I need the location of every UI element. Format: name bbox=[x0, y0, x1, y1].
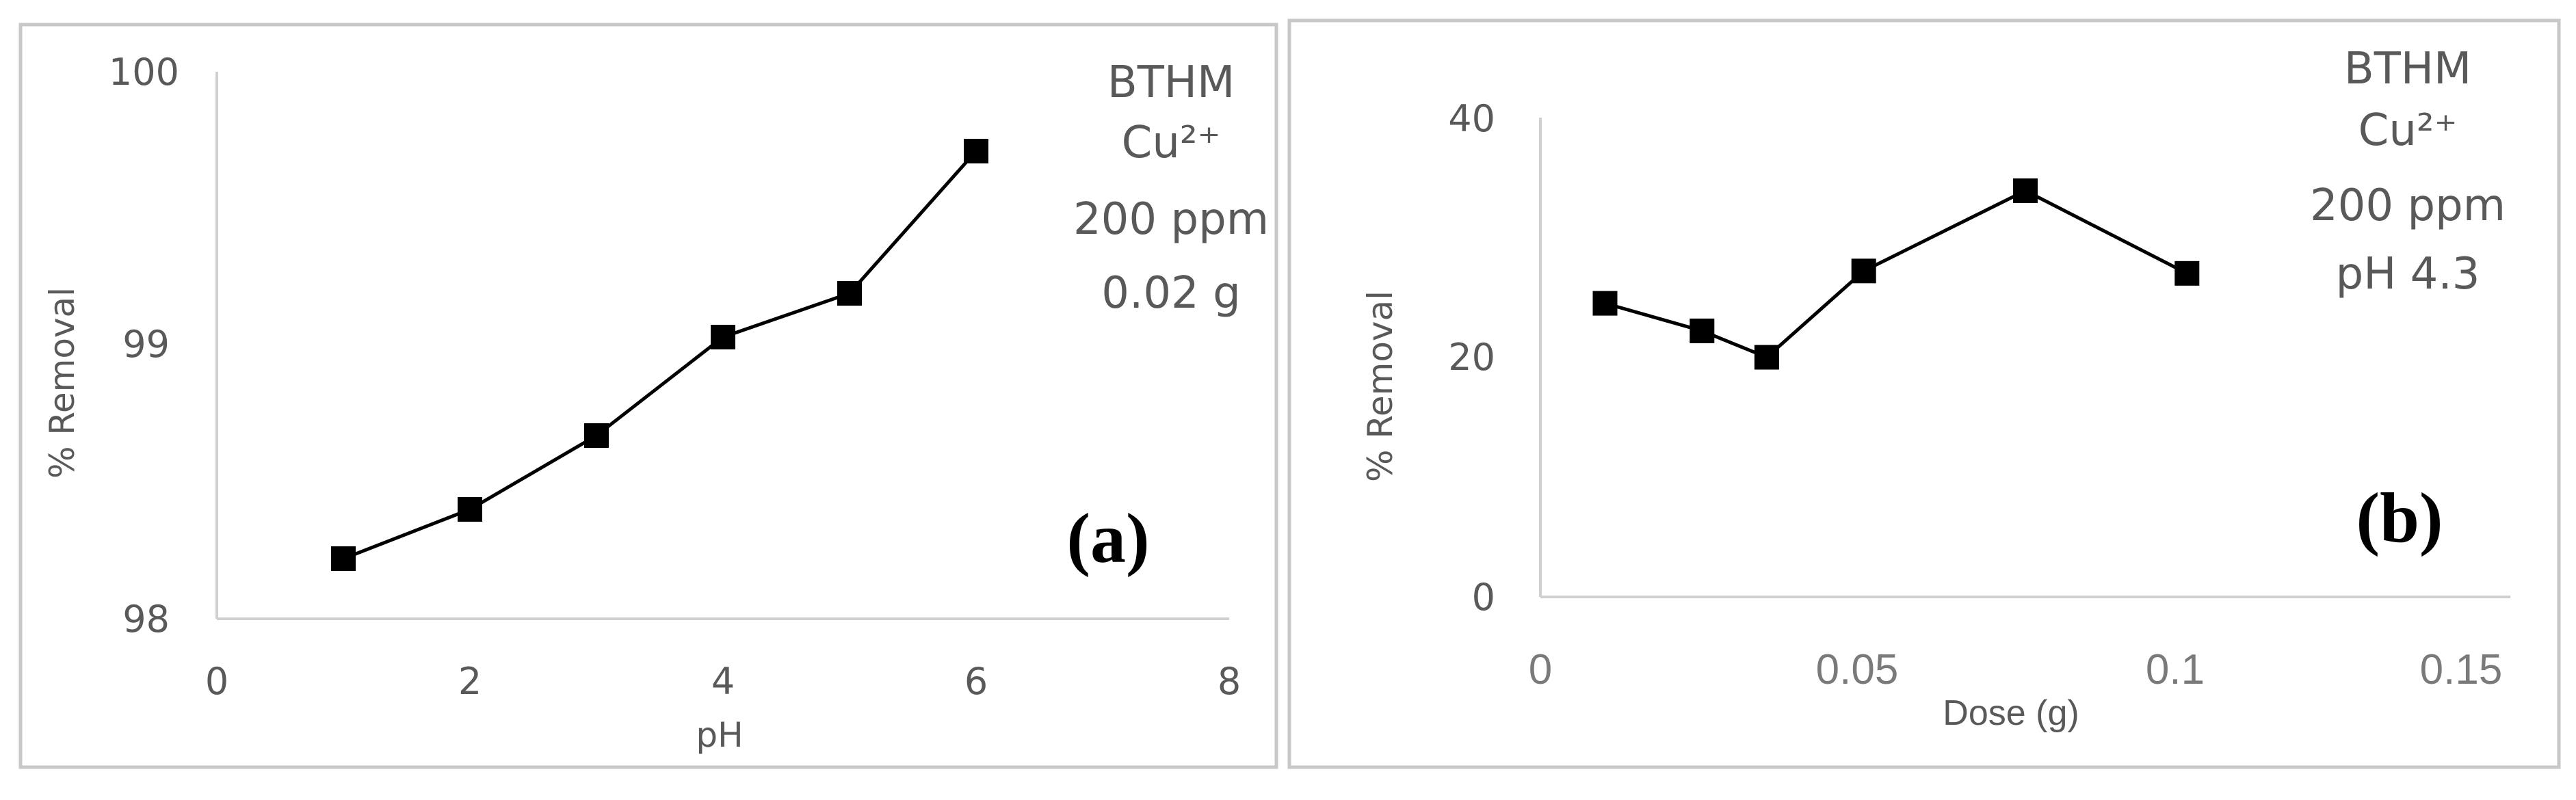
panel-b-data-point bbox=[1754, 345, 1779, 370]
panel-b-x-axis-title: Dose (g) bbox=[1943, 693, 2079, 733]
panel-b-data-point bbox=[1851, 258, 1876, 284]
panel-a-y-tick: 98 bbox=[122, 598, 170, 641]
panel-a-data-point bbox=[331, 546, 356, 571]
panel-a-label: (a) bbox=[1066, 499, 1149, 578]
panel-a-x-tick: 2 bbox=[458, 660, 482, 703]
panel-b-x-tick: 0.05 bbox=[1816, 646, 1899, 693]
chart-panel-a: 98 99 100 0 2 4 6 8 pH % Removal BTHM Cu… bbox=[42, 51, 1269, 755]
panel-a-data-point bbox=[584, 423, 609, 448]
panel-a-series-line bbox=[343, 150, 977, 561]
panel-a-y-tick: 100 bbox=[109, 51, 179, 94]
panel-b-data-point bbox=[2013, 178, 2038, 203]
panel-a-annotation-line: Cu²⁺ bbox=[1122, 118, 1221, 168]
panel-b-x-tick: 0.1 bbox=[2146, 646, 2205, 693]
panel-b-annotation-line: BTHM bbox=[2344, 44, 2471, 94]
panel-b-x-tick: 0 bbox=[1529, 646, 1552, 693]
panel-a-x-tick: 0 bbox=[205, 660, 228, 703]
panel-b-y-tick: 20 bbox=[1448, 336, 1495, 379]
panel-b-series-line bbox=[1604, 189, 2188, 360]
panel-b-y-tick: 40 bbox=[1448, 97, 1495, 140]
panel-a-annotation-line: 0.02 g bbox=[1101, 268, 1240, 319]
panel-a-y-tick: 99 bbox=[122, 323, 170, 366]
panel-b-data-point bbox=[1592, 291, 1618, 316]
panel-b-y-tick: 0 bbox=[1472, 576, 1495, 619]
panel-b-annotation-line: pH 4.3 bbox=[2336, 249, 2480, 299]
panel-b-plot-area bbox=[1592, 178, 2200, 370]
panel-a-x-tick: 4 bbox=[711, 660, 735, 703]
panel-b-data-point bbox=[2174, 261, 2200, 286]
panel-b-frame bbox=[1287, 18, 2561, 769]
panel-a-data-point bbox=[458, 497, 482, 522]
panel-b-y-axis-title: % Removal bbox=[1361, 291, 1400, 482]
panel-a-plot-area bbox=[331, 139, 988, 571]
panel-b-x-tick: 0.15 bbox=[2420, 646, 2503, 693]
panel-a-data-point bbox=[711, 325, 735, 349]
panel-b-annotation-line: 200 ppm bbox=[2310, 181, 2506, 231]
panel-a-x-tick: 8 bbox=[1218, 660, 1241, 703]
panel-a-annotation-line: BTHM bbox=[1107, 57, 1235, 108]
panel-b-annotation-line: Cu²⁺ bbox=[2358, 105, 2458, 156]
panel-a-data-point bbox=[964, 139, 988, 163]
chart-panel-b: 0 20 40 0 0.05 0.1 0.15 Dose (g) % Remov… bbox=[1361, 44, 2510, 733]
panel-a-x-tick: 6 bbox=[964, 660, 988, 703]
panel-a-annotation-line: 200 ppm bbox=[1073, 194, 1269, 245]
panel-b-data-point bbox=[1690, 318, 1715, 343]
panel-a-x-axis-title: pH bbox=[696, 715, 743, 755]
panel-b-label: (b) bbox=[2356, 479, 2443, 557]
panel-a-data-point bbox=[837, 281, 862, 306]
panel-a-y-axis-title: % Removal bbox=[42, 287, 82, 479]
